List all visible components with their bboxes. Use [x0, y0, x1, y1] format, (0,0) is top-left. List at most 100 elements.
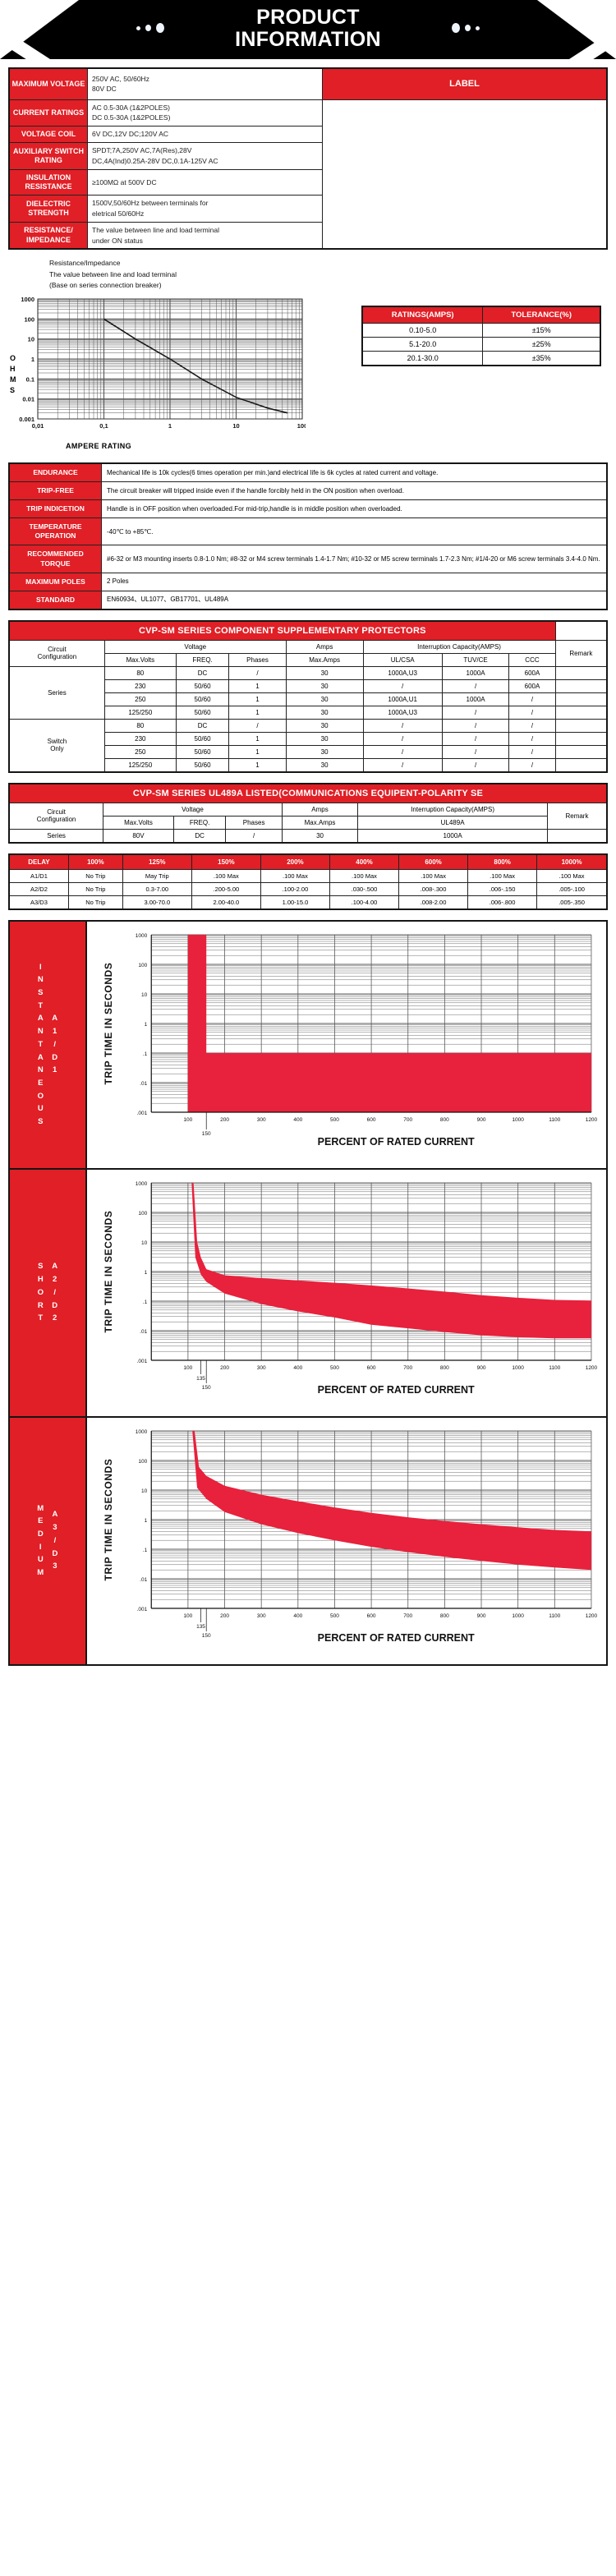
table-row: VOLTAGE COIL 6V DC,12V DC;120V AC: [8, 125, 607, 144]
cvp489-subheader-cell: Phases: [225, 815, 283, 830]
table-row: ENDURANCE Mechanical life is 10k cycles(6…: [8, 462, 608, 483]
table-row: 125/250 50/60 1 30// /: [9, 757, 608, 773]
trip-curve-body: .001 .01 .1 1 10 100 1000 100 200 300 400 500 600 700…: [87, 1417, 606, 1664]
table-row: STANDARD EN60934、UL1077、GB17701、UL489A: [8, 590, 608, 610]
svg-text:10: 10: [141, 1488, 148, 1493]
svg-text:600: 600: [367, 1613, 376, 1619]
svg-text:135: 135: [196, 1376, 205, 1382]
trip-curve-row: M E D I U M A 3/D 3 .001 .01 .1 1 10 100 1000 100 200 300 4…: [10, 1417, 606, 1664]
impedance-caption-line3: (Base on series connection breaker): [49, 281, 162, 290]
feature-label: STANDARD: [8, 590, 102, 610]
delay-cell: .008-.300: [398, 881, 469, 896]
cvp489-subheader-cell: UL489A: [357, 815, 548, 830]
svg-text:700: 700: [403, 1613, 412, 1619]
table-row: 230 50/60 1 30//600A: [9, 678, 608, 693]
cvp-cell: 1: [228, 678, 287, 693]
impedance-caption: Resistance/Impedance The value between l…: [49, 258, 177, 292]
banner-dots-right: [452, 23, 480, 33]
svg-text:1: 1: [145, 1021, 148, 1027]
trip-curves-wrap: I N S T A N T A N E O U S A 1/D 1 .001 .01 .1 1 10 100 1000 100…: [0, 919, 616, 1666]
svg-text:0.1: 0.1: [26, 376, 34, 384]
feature-label: TEMPERATURE OPERATION: [8, 518, 102, 546]
svg-text:0.001: 0.001: [19, 416, 34, 423]
header-remark: Remark: [554, 639, 608, 667]
feature-value: -40℃ to +85℃.: [101, 518, 608, 546]
svg-text:400: 400: [293, 1117, 302, 1123]
header-remark: Remark: [546, 802, 608, 830]
cvp-cell: 1: [228, 757, 287, 773]
svg-text:TRIP TIME IN SECONDS: TRIP TIME IN SECONDS: [103, 1458, 114, 1580]
cvp-group-name: Series: [8, 665, 105, 720]
svg-text:0,1: 0,1: [99, 422, 108, 430]
svg-text:100: 100: [183, 1613, 192, 1619]
feature-value: #6-32 or M3 mounting inserts 0.8-1.0 Nm;…: [101, 545, 608, 573]
svg-text:0.01: 0.01: [22, 396, 34, 403]
cvp-cell: 50/60: [175, 678, 230, 693]
delay-header-cell: 400%: [329, 853, 400, 870]
spec-label: CURRENT RATINGS: [8, 99, 88, 126]
header-voltage: Voltage: [103, 639, 287, 654]
delay-cell: .100 Max: [260, 868, 330, 883]
cvp-cell: [554, 678, 608, 693]
cvp-subheader-cell: Max.Volts: [103, 652, 177, 667]
delay-cell: .200-5.00: [191, 881, 261, 896]
spec-label: RESISTANCE/ IMPEDANCE: [8, 221, 88, 250]
trip-curve-label: M E D I U M A 3/D 3: [10, 1417, 87, 1664]
cvp-ul489a-table: CVP-SM SERIES UL489A LISTED(COMMUNICATIO…: [8, 782, 608, 844]
header-amps: Amps: [281, 802, 359, 816]
cvp-subheader-cell: FREQ.: [175, 652, 230, 667]
cvp-cell: 30: [285, 757, 364, 773]
svg-text:100: 100: [138, 962, 147, 968]
cvp-cell: 30: [285, 665, 364, 680]
table-row: 20.1-30.0 ±35%: [361, 351, 601, 366]
svg-text:1: 1: [145, 1269, 148, 1275]
svg-text:0,01: 0,01: [32, 422, 44, 430]
table-row: A3/D3 No Trip 3.00-70.0 2.00-40.0 1.00-15.0.…: [8, 895, 608, 910]
cvp-cell: 600A: [508, 678, 556, 693]
feature-value: Handle is in OFF position when overloade…: [101, 499, 608, 519]
cvp-subheader-cell: CCC: [508, 652, 556, 667]
svg-text:500: 500: [330, 1117, 339, 1123]
svg-text:1000: 1000: [512, 1613, 524, 1619]
table-row: Series 80 DC/30 1000A,U3 1000A 600A: [8, 665, 608, 720]
delay-table: DELAY 100% 125% 150% 200% 400% 600% 800% 1000% A1…: [8, 853, 608, 910]
trip-curve-chart: .001 .01 .1 1 10 100 1000 100 200 300 400 500 600 700…: [103, 1180, 597, 1395]
cvp-cell: /: [508, 757, 556, 773]
cvp-cell: 80: [103, 718, 177, 733]
svg-text:135: 135: [196, 1624, 205, 1630]
table-row: TEMPERATURE OPERATION -40℃ to +85℃.: [8, 518, 608, 546]
svg-text:900: 900: [477, 1117, 486, 1123]
svg-text:100: 100: [183, 1117, 192, 1123]
spec-value: AC 0.5-30A (1&2POLES) DC 0.5-30A (1&2POLE…: [87, 99, 323, 126]
header-interruption-capacity: Interruption Capacity(AMPS): [357, 802, 548, 816]
delay-cell: .006-.800: [467, 895, 538, 910]
table-row: AUXILIARY SWITCH RATING SPDT;7A,250V AC,7…: [8, 142, 607, 170]
svg-text:600: 600: [367, 1365, 376, 1371]
cvp-cell: 1000A,U1: [362, 692, 443, 706]
features-table-wrap: ENDURANCE Mechanical life is 10k cycles(6…: [0, 462, 616, 610]
cvp-cell: 30: [285, 744, 364, 759]
table-row: 0.10-5.0 ±15%: [361, 323, 601, 338]
cvp-cell: /: [362, 718, 443, 733]
table-row: RESISTANCE/ IMPEDANCE The value between l…: [8, 221, 607, 250]
cvp-cell: 30: [285, 678, 364, 693]
delay-table-wrap: DELAY 100% 125% 150% 200% 400% 600% 800% 1000% A1…: [0, 853, 616, 910]
ratings-cell: ±25%: [482, 337, 601, 352]
svg-text:900: 900: [477, 1365, 486, 1371]
cvp-cell: [554, 718, 608, 733]
delay-cell: No Trip: [67, 881, 123, 896]
cvp-cell: 125/250: [103, 705, 177, 720]
svg-text:1000: 1000: [512, 1117, 524, 1123]
svg-text:400: 400: [293, 1365, 302, 1371]
svg-text:150: 150: [202, 1633, 211, 1639]
cvp-component-wrap: CVP-SM SERIES COMPONENT SUPPLEMENTARY PR…: [0, 619, 616, 773]
cvp-cell: 250: [103, 744, 177, 759]
cvp-cell: 1: [228, 731, 287, 746]
spec-label: AUXILIARY SWITCH RATING: [8, 142, 88, 170]
spec-value: 6V DC,12V DC;120V AC: [87, 125, 323, 144]
cvp-cell: /: [362, 757, 443, 773]
cvp-cell: /: [441, 678, 510, 693]
svg-text:100: 100: [297, 422, 306, 430]
cvp-cell: /: [362, 731, 443, 746]
